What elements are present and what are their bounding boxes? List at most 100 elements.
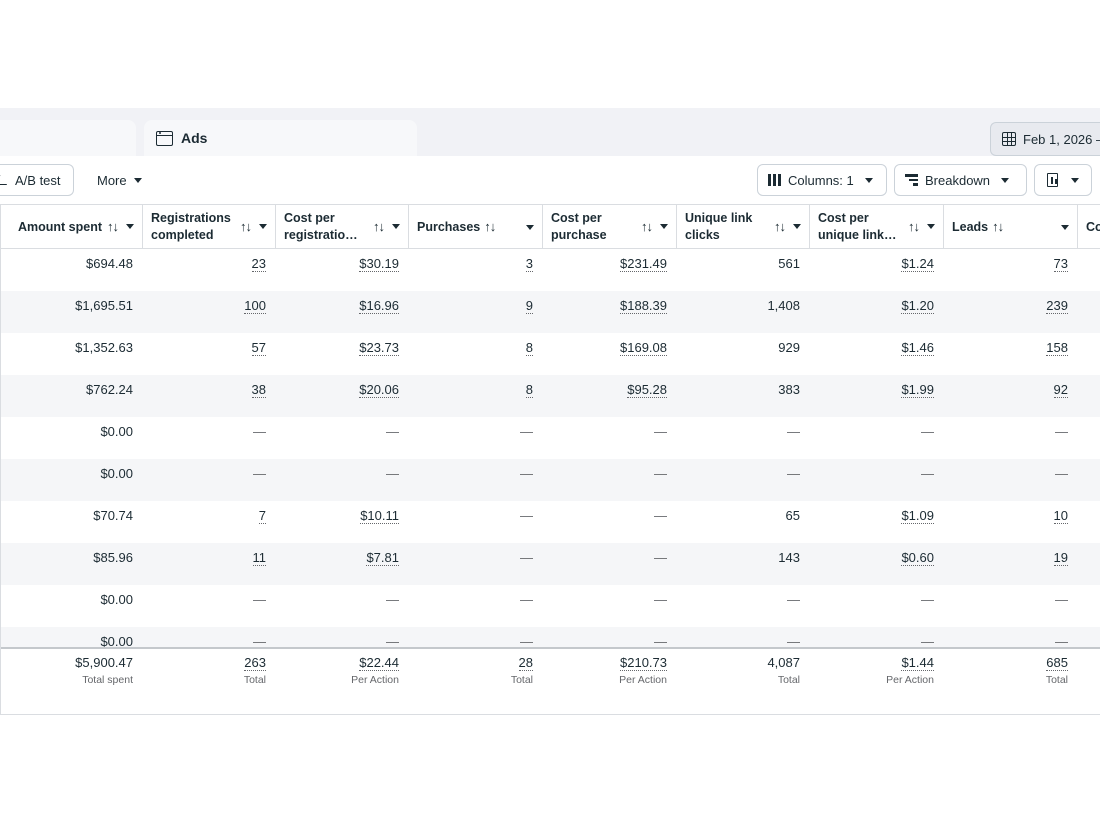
sort-icon[interactable]: ↑↓ [774,219,786,235]
cell-value[interactable]: $231.49 [620,256,667,272]
cell-value[interactable]: 38 [251,382,266,398]
table-row[interactable]: $0.00 — — — — — — — [0,417,1100,459]
reports-button[interactable] [1034,164,1092,196]
cell-value[interactable]: 100 [244,298,266,314]
cell-value[interactable]: 19 [1053,550,1068,566]
cell-value[interactable]: $1.99 [901,382,934,398]
chevron-down-icon[interactable] [793,224,801,230]
cell-value[interactable]: $30.19 [359,256,399,272]
column-header-leads[interactable]: Leads ↑↓ [944,205,1078,249]
cell-value: — [921,424,934,439]
column-header-registrations[interactable]: Registrations completed ↑↓ [143,205,276,249]
cell-value: $1,352.63 [75,340,133,355]
column-header-purchases[interactable]: Purchases ↑↓ [409,205,543,249]
table-cell: — [409,627,543,669]
cell-value: — [253,634,266,649]
cell-value[interactable]: $0.60 [901,550,934,566]
table-row[interactable]: $762.24 38 $20.06 8 $95.28 383 $1.99 92 [0,375,1100,417]
table-row[interactable]: $1,352.63 57 $23.73 8 $169.08 929 $1.46 158 [0,333,1100,375]
cell-value[interactable]: $16.96 [359,298,399,314]
table-cell: $1.46 [810,333,944,375]
chevron-down-icon[interactable] [660,224,668,230]
table-row[interactable]: $694.48 23 $30.19 3 $231.49 561 $1.24 73 [0,249,1100,291]
sort-icon[interactable]: ↑↓ [992,219,1004,235]
table-cell: $0.60 [810,543,944,585]
cell-value[interactable]: $1.20 [901,298,934,314]
cell-value[interactable]: 73 [1053,256,1068,272]
column-header-unique-link-clicks[interactable]: Unique link clicks ↑↓ [677,205,810,249]
table-row[interactable]: $0.00 — — — — — — — [0,585,1100,627]
table-cell: 10 [944,501,1078,543]
cell-value[interactable]: $23.73 [359,340,399,356]
table-row[interactable]: $0.00 — — — — — — — [0,459,1100,501]
ad-window-icon [156,130,173,146]
cell-value[interactable]: 3 [525,256,533,272]
columns-button[interactable]: Columns: 1 [757,164,887,196]
cell-value[interactable]: 11 [252,550,266,566]
table-row[interactable]: $85.96 11 $7.81 — — 143 $0.60 19 [0,543,1100,585]
cell-value[interactable]: 8 [525,340,533,356]
sort-icon[interactable]: ↑↓ [908,219,920,235]
date-range-picker[interactable]: Feb 1, 2026 – [990,122,1100,156]
totals-cell: $22.44 Per Action [276,655,409,686]
column-header-amount-spent[interactable]: Amount spent ↑↓ [0,205,143,249]
cell-value[interactable]: 10 [1053,508,1068,524]
chevron-down-icon[interactable] [526,224,534,230]
breakdown-button[interactable]: Breakdown [894,164,1027,196]
cell-value[interactable]: $10.11 [360,508,399,524]
tab-ads[interactable]: Ads [144,120,417,156]
ab-test-button[interactable]: A/B test [0,164,74,196]
sort-icon[interactable]: ↑↓ [107,219,119,235]
table-cell: $10.11 [276,501,409,543]
chevron-down-icon[interactable] [259,224,267,230]
totals-cell: 685 Total [944,655,1078,686]
cell-value[interactable]: $20.06 [359,382,399,398]
cell-value[interactable]: $1.46 [901,340,934,356]
chevron-down-icon[interactable] [927,224,935,230]
table-cell: $7.81 [276,543,409,585]
sort-icon[interactable]: ↑↓ [240,219,252,235]
column-header-cost-per-unique-link-click[interactable]: Cost per unique link… ↑↓ [810,205,944,249]
cell-value[interactable]: 9 [525,298,533,314]
cell-value[interactable]: $95.28 [627,382,667,398]
cell-value[interactable]: 7 [258,508,266,524]
cell-value: — [520,424,533,439]
column-header-cost-per-registration[interactable]: Cost per registratio… ↑↓ [276,205,409,249]
table-cell: — [143,459,276,501]
chevron-down-icon [1001,177,1010,183]
column-header-cost-per-purchase[interactable]: Cost per purchase ↑↓ [543,205,677,249]
tab-campaigns[interactable] [0,120,136,156]
chevron-down-icon[interactable] [126,224,134,230]
cell-value[interactable]: $7.81 [366,550,399,566]
cell-value[interactable]: 57 [251,340,266,356]
cell-value[interactable]: 92 [1053,382,1068,398]
sort-icon[interactable]: ↑↓ [641,219,653,235]
sort-icon[interactable]: ↑↓ [373,219,385,235]
cell-value[interactable]: $1.24 [901,256,934,272]
cell-value[interactable]: $169.08 [620,340,667,356]
cell-value[interactable]: $188.39 [620,298,667,314]
cell-value[interactable]: 23 [251,256,266,272]
cell-value[interactable]: $1.09 [901,508,934,524]
sort-icon[interactable]: ↑↓ [484,219,496,235]
table-cell: 3 [409,249,543,291]
cell-value: — [921,466,934,481]
column-header-label: Leads [952,219,989,234]
table-cell: — [810,585,944,627]
cell-value[interactable]: 239 [1046,298,1068,314]
chevron-down-icon[interactable] [1061,224,1069,230]
table-cell: 73 [944,249,1078,291]
table-cell: 100 [143,291,276,333]
table-row[interactable]: $70.74 7 $10.11 — — 65 $1.09 10 [0,501,1100,543]
cell-value[interactable]: 158 [1046,340,1068,356]
more-button[interactable]: More [86,164,153,196]
table-cell: 7 [143,501,276,543]
table-row[interactable]: $1,695.51 100 $16.96 9 $188.39 1,408 $1.20 239 [0,291,1100,333]
table-cell: 8 [409,375,543,417]
column-header-truncated[interactable]: Co [1078,205,1100,249]
table-cell: 38 [143,375,276,417]
table-cell: 239 [944,291,1078,333]
cell-value[interactable]: 8 [525,382,533,398]
table-cell: $0.00 [0,627,143,669]
chevron-down-icon[interactable] [392,224,400,230]
